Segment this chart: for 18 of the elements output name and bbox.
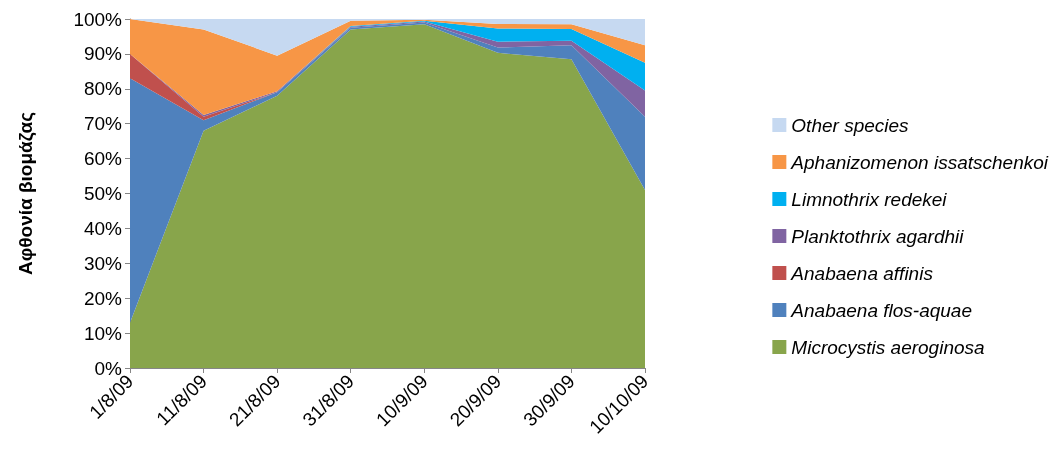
y-tick-label: 10% <box>83 322 123 344</box>
y-tick-label: 70% <box>83 113 123 135</box>
y-tick-label: 40% <box>83 217 123 239</box>
y-tick-label: 100% <box>73 8 123 30</box>
legend-label: Limnothrix redekei <box>791 188 948 210</box>
legend-label: Planktothrix agardhii <box>791 225 965 247</box>
y-axis-title: Αφθονία βιομάζας <box>15 111 37 276</box>
y-tick-label: 50% <box>83 183 123 204</box>
y-tick-label: 80% <box>83 78 123 100</box>
legend-label: Anabaena flos-aquae <box>790 299 972 321</box>
legend-label: Aphanizomenon issatschenkoi <box>790 151 1049 173</box>
y-tick-label: 60% <box>83 148 123 170</box>
legend-label: Other species <box>791 114 910 136</box>
y-tick-label: 90% <box>83 43 123 65</box>
legend-label: Anabaena affinis <box>790 262 934 284</box>
y-tick-label: 20% <box>83 287 123 309</box>
legend-label: Microcystis aeroginosa <box>791 336 985 358</box>
y-tick-label: 30% <box>83 252 123 274</box>
